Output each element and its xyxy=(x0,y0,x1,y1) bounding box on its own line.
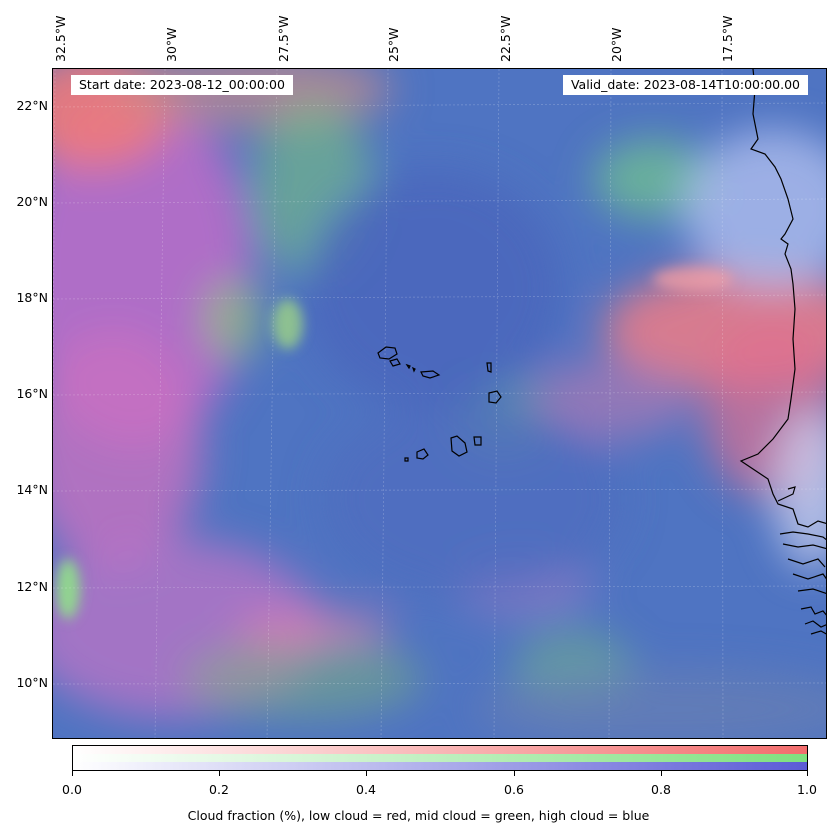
lon-label-30w: 30°W xyxy=(164,27,179,62)
colorbar-high-cloud-blue xyxy=(73,762,807,770)
lat-label-20n: 20°N xyxy=(16,194,48,209)
colorbar xyxy=(72,745,808,771)
lon-label-32-5w: 32.5°W xyxy=(53,15,68,62)
lon-label-17-5w: 17.5°W xyxy=(720,15,735,62)
colorbar-tick-0-4: 0.4 xyxy=(356,782,376,797)
cloud-fraction-map[interactable] xyxy=(52,68,827,739)
start-date-label: Start date: 2023-08-12_00:00:00 xyxy=(71,75,293,95)
colorbar-tick-0-6: 0.6 xyxy=(504,782,524,797)
colorbar-tickmark xyxy=(514,771,515,776)
colorbar-caption: Cloud fraction (%), low cloud = red, mid… xyxy=(187,808,650,823)
lat-label-22n: 22°N xyxy=(16,98,48,113)
lat-label-16n: 16°N xyxy=(16,386,48,401)
lat-label-12n: 12°N xyxy=(16,579,48,594)
cabo-verde-islands xyxy=(377,346,502,462)
lon-label-25w: 25°W xyxy=(386,27,401,62)
colorbar-tick-1: 1.0 xyxy=(797,782,817,797)
lat-label-10n: 10°N xyxy=(16,675,48,690)
lat-label-14n: 14°N xyxy=(16,482,48,497)
cloud-fraction-field xyxy=(53,69,826,738)
map-canvas xyxy=(53,69,826,738)
african-coastline xyxy=(739,69,826,635)
lon-label-20w: 20°W xyxy=(609,27,624,62)
lon-label-27-5w: 27.5°W xyxy=(276,15,291,62)
lon-label-22-5w: 22.5°W xyxy=(498,15,513,62)
lat-label-18n: 18°N xyxy=(16,290,48,305)
colorbar-tickmark xyxy=(219,771,220,776)
cloud-fraction-detail xyxy=(56,267,733,619)
colorbar-tickmark xyxy=(366,771,367,776)
colorbar-tickmark xyxy=(661,771,662,776)
colorbar-tick-0: 0.0 xyxy=(62,782,82,797)
colorbar-tickmark xyxy=(72,771,73,776)
colorbar-tick-0-2: 0.2 xyxy=(209,782,229,797)
graticule xyxy=(53,69,826,738)
valid-date-label: Valid_date: 2023-08-14T10:00:00.00 xyxy=(562,75,808,95)
colorbar-tickmark xyxy=(807,771,808,776)
colorbar-tick-0-8: 0.8 xyxy=(651,782,671,797)
